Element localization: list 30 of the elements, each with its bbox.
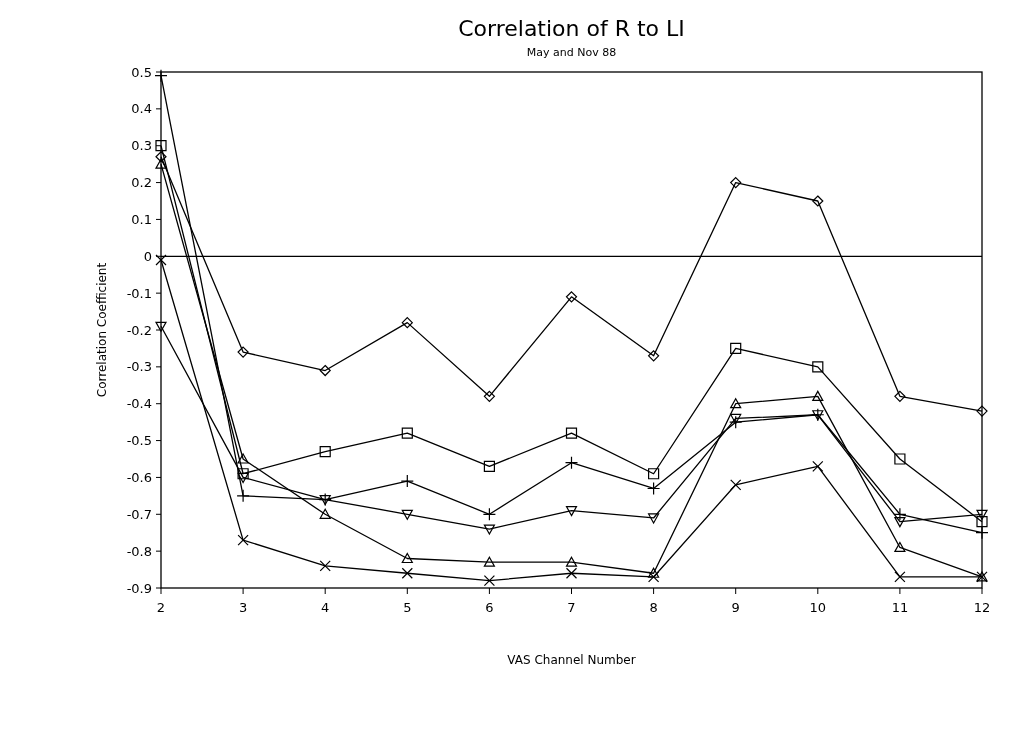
x-tick-label: 12: [973, 600, 991, 615]
x-tick-label: 9: [731, 600, 740, 615]
x-tick-label: 5: [403, 600, 412, 615]
chart-title: Correlation of R to LI: [458, 16, 685, 41]
y-tick-label: 0.4: [131, 101, 152, 117]
y-tick-label: -0.3: [126, 359, 152, 375]
y-tick-label: 0: [143, 248, 152, 264]
x-tick-label: 7: [567, 600, 576, 615]
y-tick-label: -0.9: [126, 580, 152, 596]
x-tick-label: 11: [891, 600, 909, 615]
y-axis-title: Correlation Coefficient: [95, 262, 109, 398]
y-tick-label: 0.3: [131, 138, 152, 154]
y-tick-label: -0.6: [126, 469, 152, 485]
y-tick-label: -0.1: [126, 285, 152, 301]
x-tick-label: 8: [649, 600, 658, 615]
x-axis-title: VAS Channel Number: [507, 653, 636, 667]
x-tick-label: 6: [485, 600, 494, 615]
y-tick-label: 0.5: [131, 64, 152, 80]
x-tick-label: 2: [156, 600, 166, 615]
y-tick-label: 0.2: [131, 175, 152, 191]
x-tick-label: 4: [321, 600, 330, 615]
y-tick-label: -0.8: [126, 543, 152, 559]
y-tick-label: 0.1: [131, 211, 152, 227]
chart-subtitle: May and Nov 88: [526, 46, 617, 59]
y-tick-label: -0.7: [126, 506, 152, 522]
x-tick-label: 10: [809, 600, 827, 615]
y-tick-label: -0.2: [126, 322, 152, 338]
y-tick-label: -0.4: [126, 396, 152, 412]
y-tick-label: -0.5: [126, 433, 152, 449]
x-tick-label: 3: [238, 600, 248, 615]
